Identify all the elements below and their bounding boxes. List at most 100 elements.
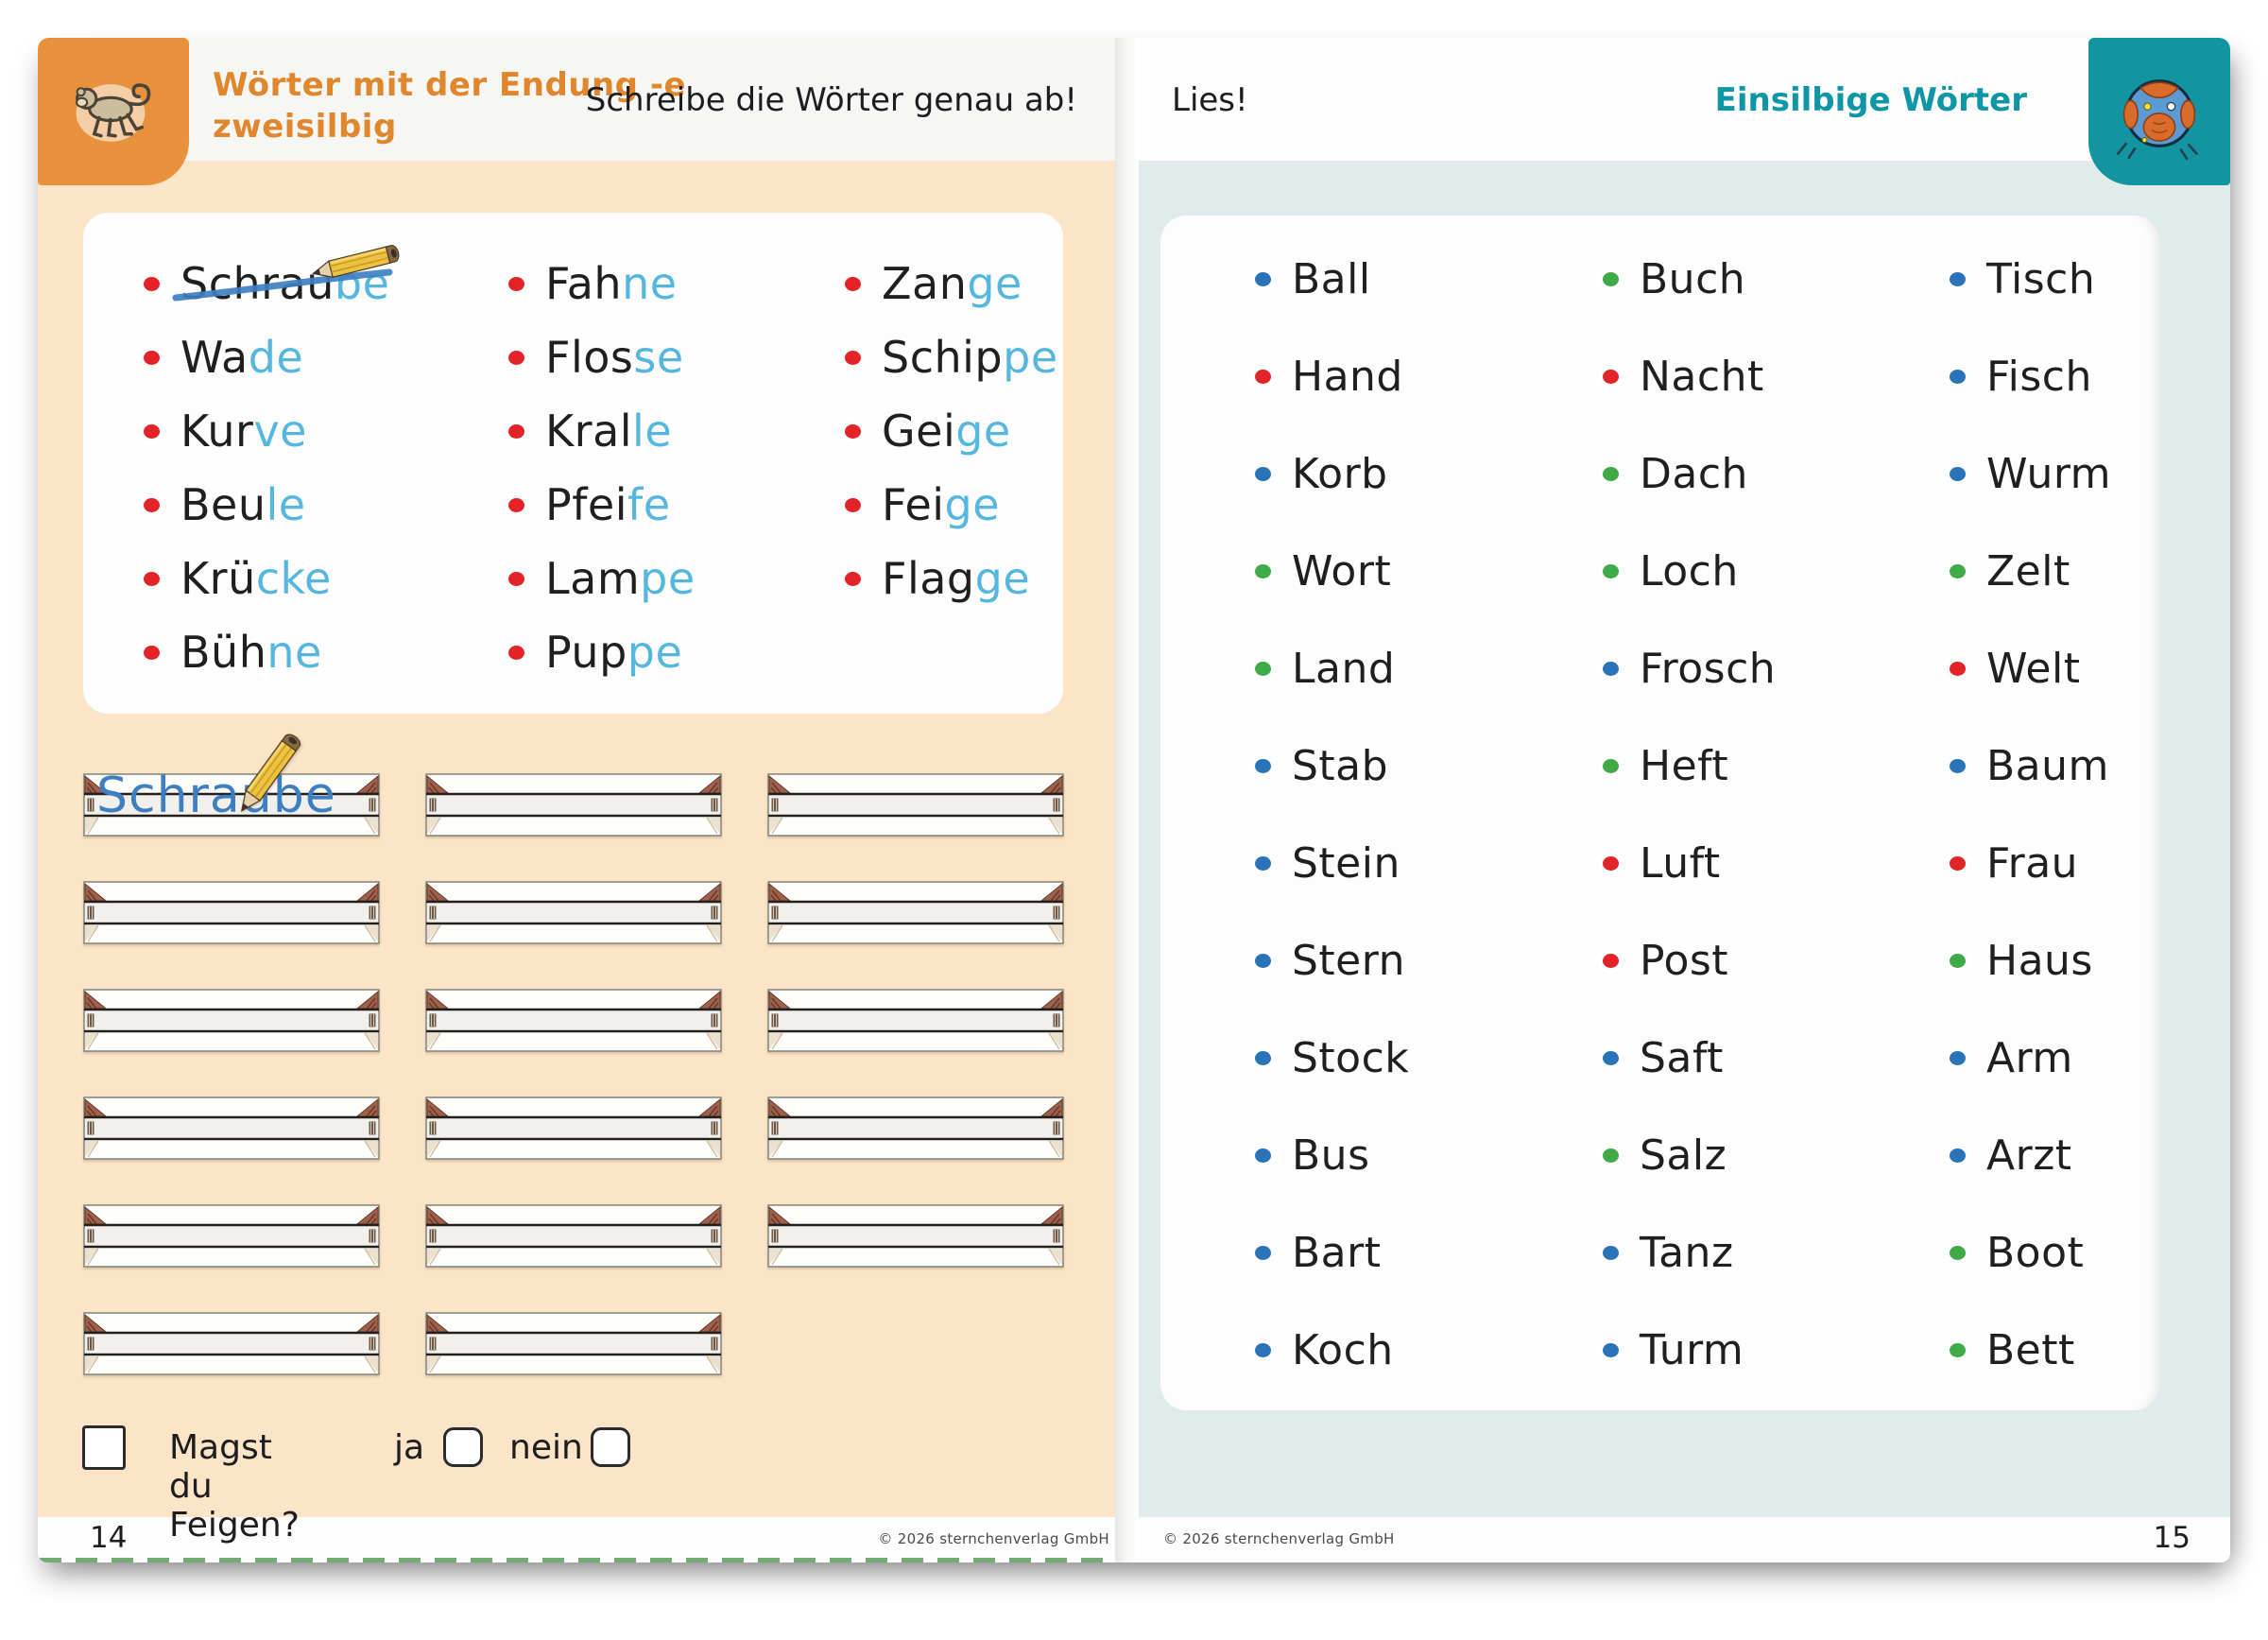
writing-line-graphic	[83, 881, 380, 944]
word-ending: ge	[944, 479, 1001, 530]
bullet-dot	[1950, 954, 1966, 968]
bullet-dot	[508, 423, 524, 439]
writing-line[interactable]	[767, 773, 1064, 837]
writing-line-graphic	[767, 1204, 1064, 1268]
chapter-tab-teal	[2088, 38, 2230, 185]
bullet-dot	[1255, 467, 1271, 481]
yes-checkbox[interactable]	[443, 1427, 483, 1467]
yes-label: ja	[394, 1428, 425, 1467]
bullet-dot	[508, 276, 524, 291]
word-item: Post	[1603, 912, 1776, 1010]
word-item: Boot	[1950, 1204, 2111, 1302]
word-ending: ge	[955, 406, 1011, 457]
writing-line[interactable]	[83, 881, 380, 944]
copyright-right: © 2026 sternchenverlag GmbH	[1163, 1530, 1395, 1547]
writing-line[interactable]	[425, 1096, 722, 1160]
word-label: Salz	[1640, 1131, 1727, 1180]
bullet-dot	[1950, 564, 1966, 578]
word-item: Ball	[1255, 231, 1409, 328]
word-label: Buch	[1640, 255, 1746, 303]
word-label: Saft	[1640, 1034, 1724, 1082]
page-number-left: 14	[90, 1521, 128, 1555]
word-item: Luft	[1603, 815, 1776, 912]
word-item: Fisch	[1950, 328, 2111, 425]
bullet-dot	[1950, 370, 1966, 384]
page-number-right: 15	[2153, 1521, 2191, 1555]
word-first-syllable: Fah	[545, 258, 623, 309]
writing-line-graphic	[425, 1204, 722, 1268]
word-item: Haus	[1950, 912, 2111, 1010]
word-label: Bart	[1292, 1229, 1382, 1277]
word-label: Koch	[1292, 1326, 1394, 1374]
writing-line[interactable]	[767, 1096, 1064, 1160]
bullet-dot	[1255, 564, 1271, 578]
writing-line[interactable]	[83, 1204, 380, 1268]
right-page-title: Einsilbige Wörter	[1714, 81, 2027, 119]
writing-line[interactable]	[767, 989, 1064, 1052]
bullet-dot	[1255, 954, 1271, 968]
right-footer-band	[1139, 1517, 2230, 1562]
writing-line[interactable]	[83, 1312, 380, 1375]
bullet-dot	[1255, 272, 1271, 286]
question-text: Magst du Feigen?	[169, 1428, 300, 1545]
bullet-dot	[508, 350, 524, 365]
writing-line[interactable]	[425, 881, 722, 944]
bullet-dot	[1603, 759, 1619, 773]
writing-line-graphic	[425, 1096, 722, 1160]
word-item: Beu le	[144, 468, 389, 542]
writing-line[interactable]	[425, 989, 722, 1052]
writing-line[interactable]	[425, 1312, 722, 1375]
handwritten-word: Schraube	[96, 768, 336, 824]
bullet-dot	[845, 350, 861, 365]
word-first-syllable: Beu	[180, 479, 266, 530]
word-label: Loch	[1640, 547, 1739, 596]
book-gutter	[1115, 38, 1139, 1562]
left-page-title: Wörter mit der Endung -e zweisilbig	[213, 64, 686, 147]
writing-line[interactable]	[425, 1204, 722, 1268]
right-header-band	[1139, 38, 2230, 161]
writing-line[interactable]	[767, 1204, 1064, 1268]
bullet-dot	[1603, 1051, 1619, 1065]
writing-line[interactable]	[83, 1096, 380, 1160]
left-instruction: Schreibe die Wörter genau ab!	[585, 81, 1077, 119]
page-right: Lies! Einsilbige Wörter Ball Hand Korb Wort…	[1139, 38, 2230, 1562]
word-item: Hand	[1255, 328, 1409, 425]
word-ending: be	[334, 258, 390, 309]
word-item: Salz	[1603, 1107, 1776, 1204]
word-label: Wort	[1292, 547, 1392, 596]
bullet-dot	[1950, 467, 1966, 481]
word-label: Heft	[1640, 742, 1729, 790]
word-label: Post	[1640, 937, 1729, 985]
word-label: Zelt	[1986, 547, 2070, 596]
writing-line[interactable]	[767, 881, 1064, 944]
writing-line-graphic	[767, 989, 1064, 1052]
writing-line-graphic	[425, 773, 722, 837]
word-item: Stock	[1255, 1010, 1409, 1107]
question-checkbox[interactable]	[82, 1425, 126, 1470]
bullet-dot	[1603, 1246, 1619, 1260]
bullet-dot	[1950, 1343, 1966, 1357]
ball-icon	[2117, 79, 2198, 161]
word-item: Zelt	[1950, 523, 2111, 620]
word-first-syllable: Schip	[882, 332, 1004, 383]
bullet-dot	[1255, 759, 1271, 773]
word-item: Turm	[1603, 1302, 1776, 1399]
bullet-dot	[845, 497, 861, 512]
word-item: Zan ge	[845, 247, 1058, 320]
word-item: Arm	[1950, 1010, 2111, 1107]
bullet-dot	[144, 571, 160, 586]
bullet-dot	[1255, 662, 1271, 676]
writing-line-graphic	[83, 1096, 380, 1160]
word-label: Stab	[1292, 742, 1389, 790]
writing-line[interactable]	[83, 989, 380, 1052]
page-left: Wörter mit der Endung -e zweisilbig Schr…	[38, 38, 1115, 1562]
word-label: Tisch	[1986, 255, 2096, 303]
writing-line[interactable]	[425, 773, 722, 837]
word-ending: pe	[640, 553, 696, 604]
word-label: Bett	[1986, 1326, 2075, 1374]
word-item: Stab	[1255, 717, 1409, 815]
writing-line[interactable]: Schraube	[83, 734, 380, 837]
bullet-dot	[845, 423, 861, 439]
no-checkbox[interactable]	[591, 1427, 630, 1467]
